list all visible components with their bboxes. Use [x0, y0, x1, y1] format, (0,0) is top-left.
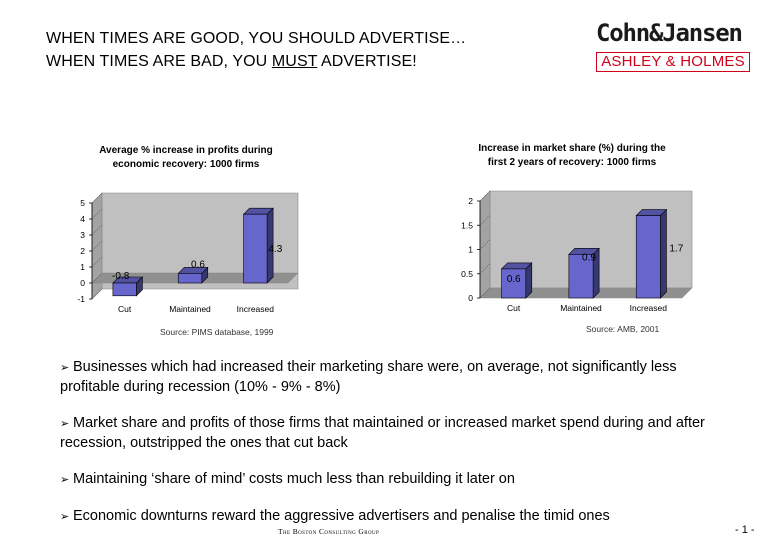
chart-x-tick-label: Increased [237, 304, 275, 314]
chart-bar-side [660, 208, 667, 299]
chart-x-tick-label: Cut [507, 303, 521, 313]
bullet-item: ➢ Economic downturns reward the aggressiv… [60, 507, 740, 527]
headline-line-2: WHEN TIMES ARE BAD, YOU MUST ADVERTISE! [46, 50, 466, 73]
chart-y-tick-label: 0 [468, 293, 473, 303]
chart-bar [501, 268, 527, 299]
chart-y-tick-label: 4 [80, 214, 85, 224]
arrow-bullet-icon: ➢ [60, 511, 70, 523]
arrow-bullet-icon: ➢ [60, 418, 70, 430]
chart-source: Source: PIMS database, 1999 [160, 327, 274, 337]
bullet-text: Businesses which had increased their mar… [60, 359, 677, 395]
slide-headline: WHEN TIMES ARE GOOD, YOU SHOULD ADVERTIS… [46, 27, 466, 73]
chart-x-tick-label: Maintained [560, 303, 602, 313]
chart-bar [568, 254, 594, 299]
chart-market-share: Increase in market share (%) during the … [461, 143, 693, 334]
chart-y-tick-label: 0 [80, 278, 85, 288]
chart-y-tick-label: 5 [80, 198, 85, 208]
chart-data-label: 0.9 [582, 252, 596, 263]
chart-x-tick-label: Cut [118, 304, 132, 314]
bullet-text: Maintaining ‘share of mind’ costs much l… [73, 471, 515, 487]
chart-data-label: 0.6 [507, 274, 521, 285]
arrow-bullet-icon: ➢ [60, 474, 70, 486]
chart-data-label: 4.3 [268, 244, 282, 255]
bullet-item: ➢ Maintaining ‘share of mind’ costs much … [60, 470, 740, 490]
chart-title-line-2: economic recovery: 1000 firms [113, 159, 260, 170]
chart-data-label: -0.8 [112, 271, 130, 282]
logo-wordmark-top: Cohn&Jansen [596, 19, 743, 47]
chart-side-wall [479, 190, 491, 299]
bullet-item: ➢ Businesses which had increased their ma… [60, 358, 740, 397]
chart-y-tick-label: -1 [77, 294, 85, 304]
chart-bar [177, 273, 203, 284]
headline-line-2-suffix: ADVERTISE! [317, 53, 417, 70]
logo-wordmark-bottom: ASHLEY & HOLMES [601, 53, 745, 70]
bullet-list: ➢ Businesses which had increased their ma… [60, 358, 740, 544]
bullet-item: ➢ Market share and profits of those firms… [60, 414, 740, 453]
chart-y-tick-label: 1 [468, 245, 473, 255]
page-number: - 1 - [735, 524, 755, 536]
chart-x-tick-label: Maintained [169, 304, 211, 314]
chart-plot-area: -1 0 1 2 3 4 5 -0.8 Cut 0.6 Maintained 4.3 Increased [77, 192, 299, 314]
chart-bar [243, 213, 268, 284]
chart-title-line-1: Increase in market share (%) during the [478, 143, 666, 154]
chart-data-label: 0.6 [191, 259, 205, 270]
arrow-bullet-icon: ➢ [60, 362, 70, 374]
chart-y-tick-label: 1.5 [461, 220, 473, 230]
company-logo: Cohn&Jansen ASHLEY & HOLMES [596, 16, 750, 76]
chart-y-tick-label: 2 [80, 246, 85, 256]
chart-x-tick-label: Increased [630, 303, 668, 313]
chart-y-tick-label: 1 [80, 262, 85, 272]
chart-y-tick-label: 3 [80, 230, 85, 240]
chart-title-line-1: Average % increase in profits during [99, 145, 273, 156]
headline-emphasis: MUST [271, 53, 318, 70]
chart-data-label: 1.7 [669, 244, 683, 255]
chart-title-line-2: first 2 years of recovery: 1000 firms [488, 157, 657, 168]
headline-line-1: WHEN TIMES ARE GOOD, YOU SHOULD ADVERTIS… [46, 30, 467, 47]
bullet-text: Market share and profits of those firms … [60, 415, 705, 451]
bullet-text: Economic downturns reward the aggressive… [73, 508, 610, 524]
chart-plot-area: 0 0.5 1 1.5 2 0.6 Cut 0.9 Maintained 1.7 Increased [461, 190, 693, 313]
chart-source: Source: AMB, 2001 [586, 324, 660, 334]
headline-line-2-prefix: WHEN TIMES ARE BAD, YOU [46, 53, 272, 70]
chart-profits: Average % increase in profits during eco… [77, 145, 299, 337]
footer-company: The Boston Consulting Group [278, 527, 380, 536]
chart-y-tick-label: 0.5 [461, 269, 473, 279]
chart-bar [112, 282, 137, 297]
logo-frame [596, 52, 750, 72]
chart-y-tick-label: 2 [468, 196, 473, 206]
chart-bar [635, 215, 661, 299]
